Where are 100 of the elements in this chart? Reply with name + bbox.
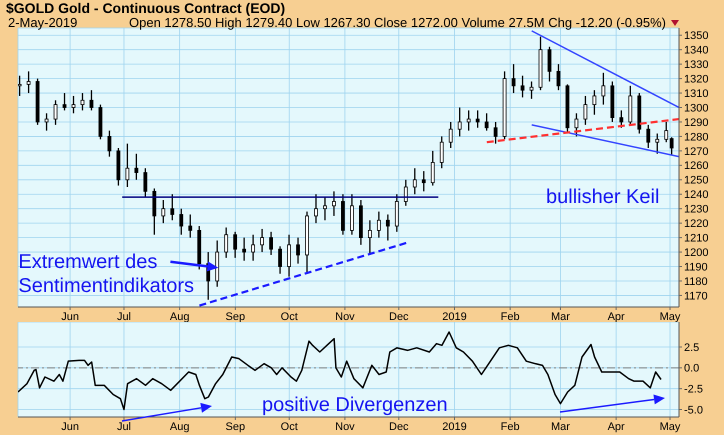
candlestick — [584, 95, 588, 126]
y-tick-label: 1260 — [684, 160, 708, 172]
y-tick-label: 0.0 — [684, 362, 700, 375]
candlestick — [314, 194, 318, 224]
annotation: positive Divergenzen — [262, 393, 448, 417]
x-tick-label: Nov — [335, 420, 356, 433]
candlestick — [332, 190, 336, 217]
candlestick — [26, 70, 30, 94]
x-tick-label: Dec — [389, 420, 410, 433]
candlestick — [530, 80, 534, 100]
chart-title: $GOLD Gold - Continuous Contract (EOD) — [6, 0, 286, 16]
y-tick-label: 1340 — [684, 44, 708, 57]
candlestick — [161, 199, 166, 224]
candlestick — [646, 124, 650, 149]
x-tick-label: Mar — [550, 420, 570, 433]
candlestick — [269, 231, 273, 256]
x-tick-label: 2019 — [442, 420, 467, 433]
candlestick — [655, 132, 660, 154]
candlestick — [125, 143, 130, 188]
candlestick — [179, 208, 184, 236]
candlestick — [448, 121, 453, 149]
candlestick — [476, 110, 480, 128]
candlestick — [548, 46, 552, 82]
x-tick-label: May — [660, 310, 681, 323]
x-tick-label: Dec — [389, 310, 410, 323]
candlestick — [170, 194, 174, 221]
x-tick-label: Nov — [335, 310, 356, 323]
y-tick-label: 1310 — [684, 88, 708, 100]
annotation: Open 1278.50 High 1279.40 Low 1267.30 Close 1272.00 Volume 27.5M Chg -12.20 (-0.95%) — [129, 15, 666, 30]
annotation: bullisher Keil — [546, 185, 660, 209]
candlestick — [412, 168, 417, 195]
x-tick-label: Oct — [280, 420, 298, 433]
candlestick — [251, 234, 256, 262]
x-tick-label: Feb — [500, 310, 520, 323]
candlestick — [62, 92, 66, 112]
y-tick-label: 1290 — [684, 116, 708, 129]
candlestick — [368, 220, 372, 256]
y-tick-label: 1170 — [684, 290, 708, 302]
candlestick — [287, 234, 291, 278]
y-tick-label: 1350 — [684, 30, 708, 42]
candlestick — [512, 63, 516, 94]
candlestick — [296, 236, 300, 264]
y-tick-label: 1180 — [684, 276, 708, 288]
candlestick — [54, 100, 58, 126]
x-tick-label: Jun — [61, 420, 79, 433]
x-tick-label: Oct — [280, 310, 298, 323]
candlestick — [188, 214, 192, 238]
candlestick — [233, 231, 238, 258]
x-tick-label: Apr — [608, 420, 626, 433]
annotation: Extremwert des Sentimentindikators — [18, 250, 196, 298]
candlestick — [72, 95, 76, 114]
candlestick — [484, 112, 489, 132]
candlestick — [430, 150, 435, 186]
candlestick — [458, 106, 462, 138]
candlestick — [556, 63, 560, 91]
candlestick — [323, 196, 327, 221]
candlestick — [619, 110, 624, 128]
y-tick-label: 1300 — [684, 102, 708, 114]
y-tick-label: 1210 — [684, 232, 708, 245]
candlestick — [494, 121, 498, 144]
candlestick — [143, 168, 148, 198]
y-tick-label: 1330 — [684, 59, 708, 72]
candlestick — [574, 112, 578, 138]
y-tick-label: -5.0 — [684, 404, 703, 416]
y-tick-label: 1190 — [684, 261, 708, 274]
x-tick-label: 2019 — [442, 310, 467, 323]
candlestick — [134, 153, 138, 180]
y-tick-label: 1320 — [684, 74, 708, 86]
y-tick-label: 1200 — [684, 246, 708, 259]
x-tick-label: Aug — [170, 310, 190, 323]
y-tick-label: 1250 — [684, 174, 708, 187]
x-tick-label: Mar — [550, 310, 570, 323]
candlestick — [386, 214, 390, 242]
candlestick — [260, 228, 264, 253]
y-tick-label: -2.5 — [684, 384, 703, 396]
candlestick — [90, 90, 94, 112]
candlestick — [376, 210, 381, 238]
candlestick — [18, 75, 22, 97]
chart-subtitle: 2-May-2019 — [8, 15, 78, 30]
candlestick — [592, 90, 596, 116]
candlestick — [466, 110, 471, 132]
x-tick-label: May — [660, 420, 681, 433]
y-tick-label: 1280 — [684, 131, 708, 144]
candlestick — [601, 72, 606, 106]
x-tick-label: Feb — [500, 420, 520, 433]
candlestick — [44, 112, 48, 132]
x-tick-label: Apr — [608, 310, 626, 323]
candlestick — [440, 136, 444, 169]
x-tick-label: Sep — [226, 310, 246, 323]
x-tick-label: Aug — [170, 420, 190, 433]
candlestick — [278, 246, 282, 274]
y-tick-label: 1240 — [684, 189, 708, 202]
y-tick-label: 1270 — [684, 146, 708, 158]
x-tick-label: Jul — [116, 420, 132, 433]
candlestick — [242, 236, 246, 262]
candlestick — [108, 130, 112, 158]
y-tick-label: 1230 — [684, 204, 708, 216]
y-tick-label: 1220 — [684, 218, 708, 230]
candlestick — [224, 226, 228, 258]
candlestick — [520, 75, 524, 98]
